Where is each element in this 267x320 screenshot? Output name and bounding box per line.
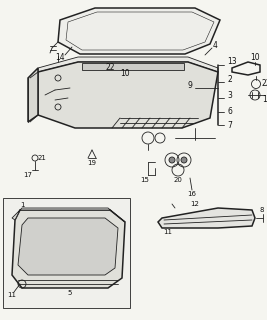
Text: 18: 18 — [262, 95, 267, 105]
Polygon shape — [38, 62, 218, 128]
Circle shape — [181, 157, 187, 163]
Polygon shape — [38, 57, 218, 72]
Text: 11: 11 — [163, 229, 172, 235]
Polygon shape — [82, 63, 184, 70]
Text: 4: 4 — [213, 41, 217, 50]
Text: 15: 15 — [140, 177, 150, 183]
Text: 21: 21 — [38, 155, 46, 161]
Text: 6: 6 — [227, 108, 232, 116]
Text: 20: 20 — [174, 177, 182, 183]
Text: 10: 10 — [120, 69, 130, 78]
Text: 9: 9 — [187, 81, 193, 90]
Text: 1: 1 — [20, 202, 24, 208]
Text: 11: 11 — [7, 292, 17, 298]
Text: 16: 16 — [187, 191, 197, 197]
Text: 12: 12 — [191, 201, 199, 207]
Text: 10: 10 — [250, 53, 260, 62]
Text: 5: 5 — [68, 290, 72, 296]
Text: 7: 7 — [227, 121, 232, 130]
Polygon shape — [18, 218, 118, 275]
Text: 22: 22 — [105, 62, 115, 71]
Text: 17: 17 — [23, 172, 33, 178]
Polygon shape — [12, 210, 125, 288]
Text: 3: 3 — [227, 92, 232, 100]
Text: 14: 14 — [55, 53, 65, 62]
Polygon shape — [28, 68, 38, 122]
Polygon shape — [12, 208, 125, 222]
Circle shape — [169, 157, 175, 163]
Text: 19: 19 — [88, 160, 96, 166]
Polygon shape — [158, 208, 255, 228]
Bar — [3, 198, 130, 308]
Polygon shape — [58, 8, 220, 54]
Text: 22: 22 — [262, 79, 267, 89]
Text: 8: 8 — [260, 207, 264, 213]
Text: 13: 13 — [227, 58, 237, 67]
Text: 2: 2 — [227, 76, 232, 84]
